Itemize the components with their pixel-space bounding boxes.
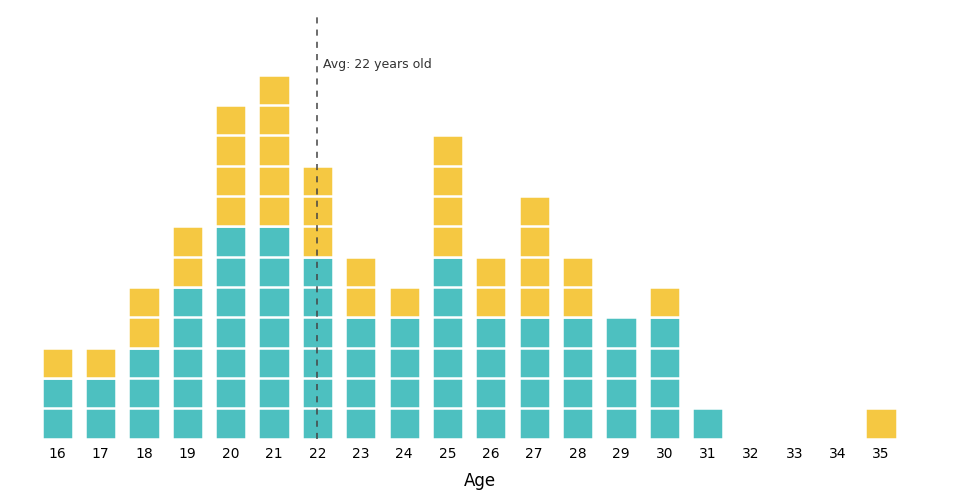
Bar	[389, 318, 420, 438]
Bar	[475, 257, 507, 318]
Bar	[562, 318, 593, 438]
Bar	[346, 257, 376, 318]
Bar	[41, 378, 73, 438]
Bar	[389, 287, 420, 318]
Bar	[129, 287, 159, 348]
Bar	[301, 166, 333, 257]
Bar	[606, 318, 636, 438]
Bar	[692, 408, 723, 438]
Bar	[346, 318, 376, 438]
Bar	[258, 226, 290, 438]
Bar	[215, 226, 247, 438]
Bar	[649, 287, 680, 318]
Bar	[301, 257, 333, 438]
Bar	[649, 318, 680, 438]
Bar	[518, 318, 550, 438]
Bar	[518, 196, 550, 318]
Bar	[562, 257, 593, 318]
Bar	[85, 378, 116, 438]
Bar	[172, 226, 203, 287]
Bar	[475, 318, 507, 438]
X-axis label: Age: Age	[464, 472, 496, 490]
Text: Avg: 22 years old: Avg: 22 years old	[323, 58, 431, 71]
Bar	[432, 135, 463, 257]
Bar	[215, 105, 247, 226]
Bar	[129, 348, 159, 438]
Bar	[172, 287, 203, 438]
Bar	[432, 257, 463, 438]
Bar	[41, 348, 73, 378]
Bar	[866, 408, 897, 438]
Bar	[258, 75, 290, 226]
Bar	[85, 348, 116, 378]
